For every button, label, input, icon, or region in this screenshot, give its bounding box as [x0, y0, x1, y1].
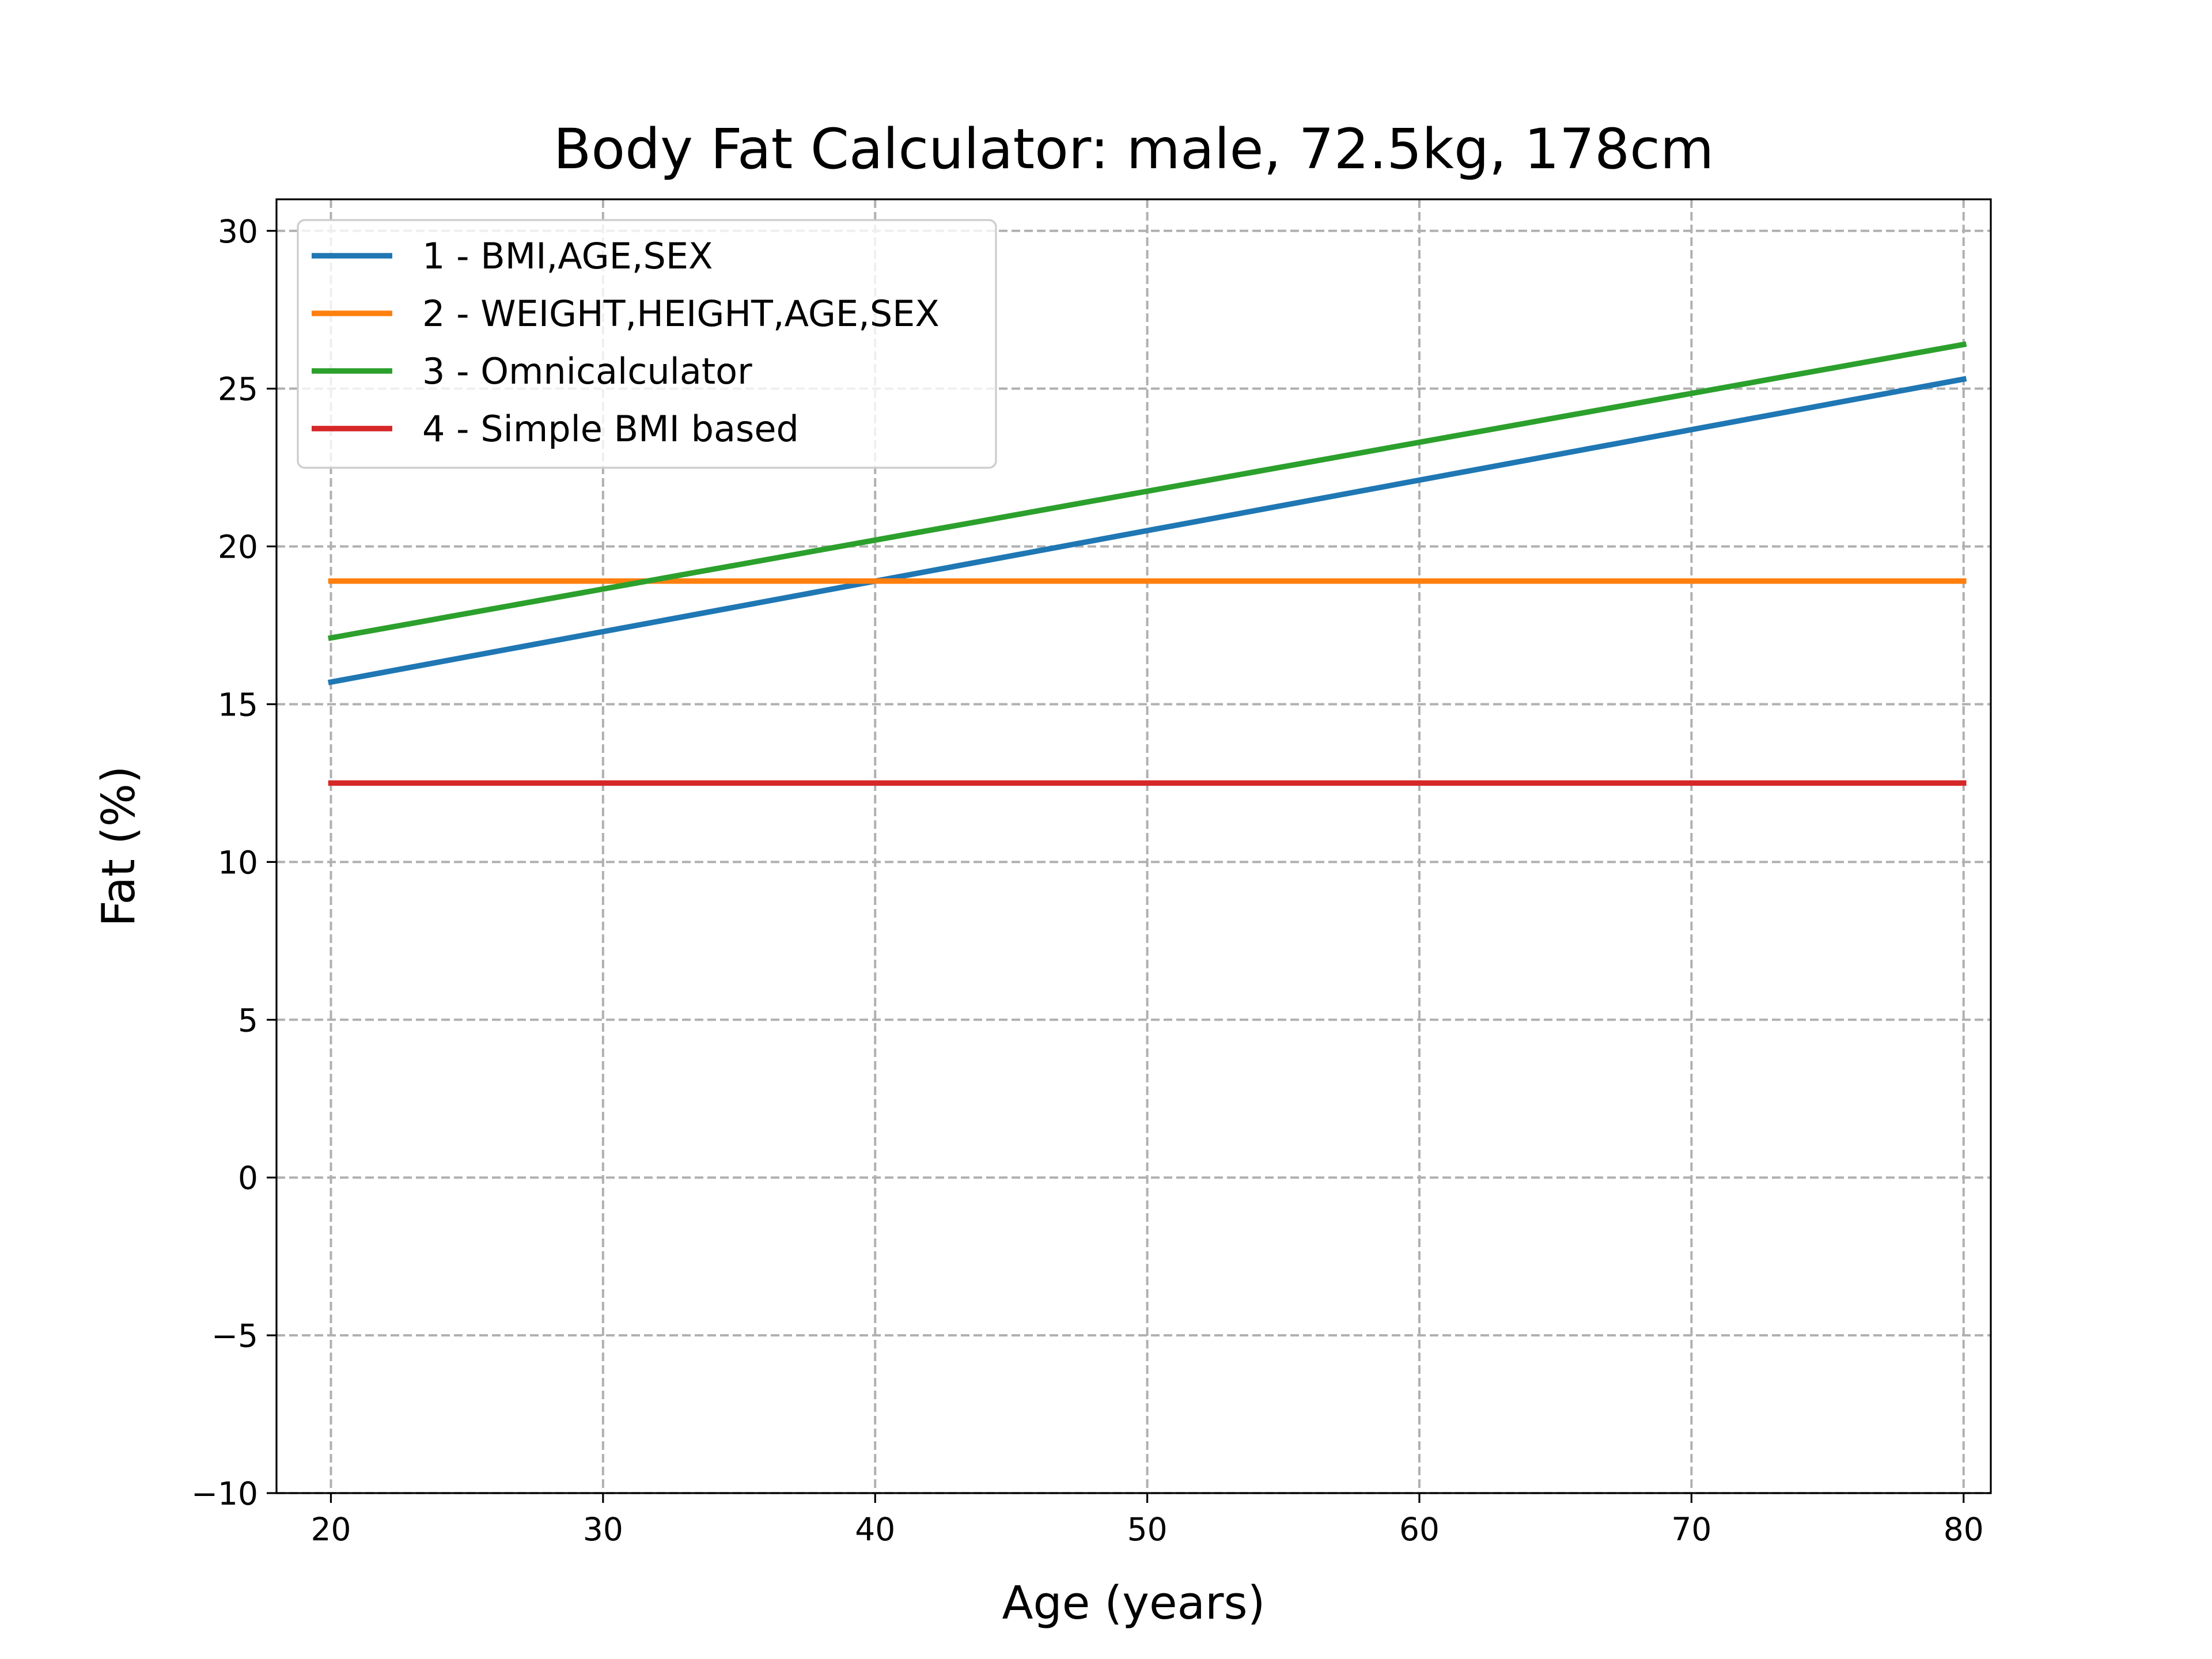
y-tick-label: −5: [211, 1317, 258, 1354]
y-tick-label: −10: [191, 1475, 258, 1512]
x-tick-label: 30: [583, 1511, 623, 1548]
series-line-1: [327, 376, 1967, 685]
y-tick-label: 30: [218, 213, 258, 250]
x-tick-label: 80: [1944, 1511, 1984, 1548]
legend-label-4: 4 - Simple BMI based: [422, 408, 799, 450]
legend: 1 - BMI,AGE,SEX 2 - WEIGHT,HEIGHT,AGE,SEX…: [297, 219, 997, 469]
x-tick-label: 50: [1127, 1511, 1168, 1548]
x-axis-label: Age (years): [1002, 1577, 1266, 1630]
x-axis-ticks: 20 30 40 50 60 70 80: [310, 1493, 1984, 1548]
legend-label-3: 3 - Omnicalculator: [422, 350, 752, 392]
x-tick-label: 70: [1671, 1511, 1711, 1548]
y-tick-label: 0: [238, 1160, 258, 1196]
y-tick-label: 15: [218, 686, 258, 723]
x-tick-label: 40: [855, 1511, 895, 1548]
legend-label-1: 1 - BMI,AGE,SEX: [422, 235, 713, 277]
x-tick-label: 60: [1399, 1511, 1440, 1548]
legend-label-2: 2 - WEIGHT,HEIGHT,AGE,SEX: [422, 293, 940, 335]
y-axis-ticks: −10 −5 0 5 10 15 20 25 30: [191, 213, 276, 1512]
chart-title: Body Fat Calculator: male, 72.5kg, 178cm: [554, 117, 1714, 181]
series-lines: [327, 341, 1967, 786]
y-tick-label: 20: [218, 529, 258, 566]
y-tick-label: 5: [238, 1002, 258, 1039]
legend-box: [297, 219, 997, 469]
y-tick-label: 25: [218, 371, 258, 408]
series-line-3: [327, 341, 1967, 641]
plot-frame: [275, 198, 1992, 1494]
y-axis-label: Fat (%): [92, 766, 145, 926]
y-tick-label: 10: [218, 844, 258, 881]
x-tick-label: 20: [310, 1511, 351, 1548]
